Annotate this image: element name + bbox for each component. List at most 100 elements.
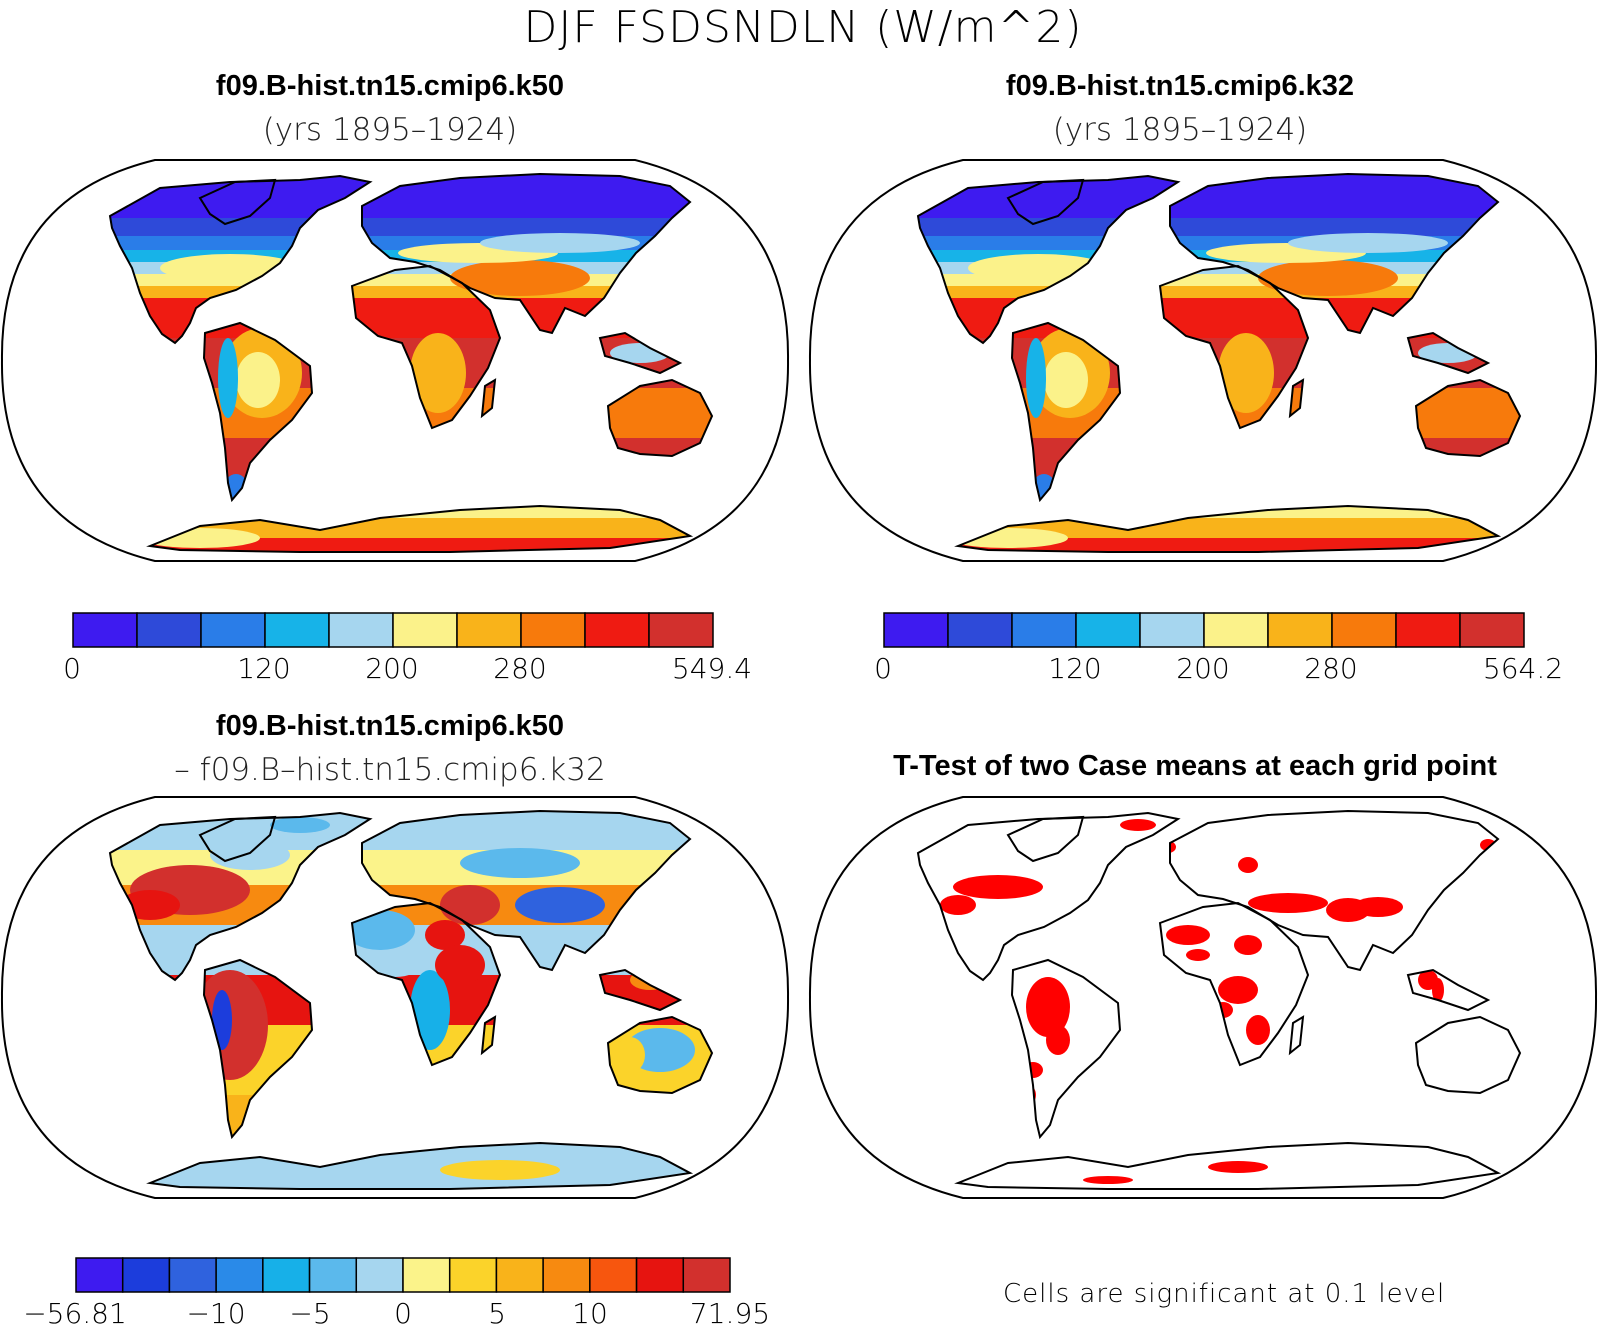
colorbar-diff-swatch <box>635 1257 685 1293</box>
significant-cell <box>1432 978 1444 1002</box>
map-frame <box>0 159 790 562</box>
significant-cell <box>1353 897 1403 917</box>
colorbar-diff-label-5: 10 <box>572 1297 608 1330</box>
colorbar-k50 <box>72 612 714 648</box>
colorbar-diff-label-3: 0 <box>394 1297 412 1330</box>
significant-cell <box>1208 1161 1268 1173</box>
coastline-africa <box>1158 901 1310 1067</box>
coastline-australia <box>606 1015 714 1095</box>
coastline-samerica <box>202 321 314 503</box>
colorbar-diff-swatch <box>262 1257 311 1293</box>
colorbar-diff-swatch <box>682 1257 731 1293</box>
colorbar-k32-swatch <box>883 612 949 648</box>
colorbar-diff-swatch <box>121 1257 171 1293</box>
coastline-eurasia <box>1169 809 1500 972</box>
coastline-antarctica <box>954 1141 1502 1190</box>
diff-region <box>515 887 605 923</box>
coastline-africa <box>350 901 502 1067</box>
colorbar-diff-label-0: −56.81 <box>23 1297 127 1330</box>
coastline-africa <box>350 264 502 430</box>
colorbar-k32-swatch <box>1139 612 1205 648</box>
colorbar-k50-label-2: 200 <box>365 652 419 685</box>
colorbar-k32-swatch <box>1331 612 1397 648</box>
panel-ttest-title: T-Test of two Case means at each grid po… <box>893 750 1497 782</box>
coastline-greenland <box>198 815 277 863</box>
panel-k32-title: f09.B-hist.tn15.cmip6.k32 <box>1005 70 1355 102</box>
colorbar-k32-swatch <box>1267 612 1333 648</box>
map-frame <box>808 159 1598 562</box>
significance-note: Cells are significant at 0.1 level <box>1003 1279 1446 1309</box>
panel-k50-subtitle: (yrs 1895–1924) <box>262 112 518 148</box>
coastline-samerica <box>1010 958 1122 1140</box>
coastline-greenland <box>1006 178 1085 226</box>
flux-band <box>110 218 712 236</box>
coastline-madagascar <box>480 1015 497 1056</box>
significant-cell <box>1248 893 1328 913</box>
flux-region <box>1044 352 1088 408</box>
coastline-eurasia <box>1169 172 1500 335</box>
significant-cell <box>1186 949 1210 961</box>
coastline-antarctica <box>954 504 1502 553</box>
coastline-namerica <box>916 174 1181 345</box>
coastline-madagascar <box>1288 378 1305 419</box>
colorbar-k50-swatch <box>264 612 330 648</box>
flux-region <box>1026 338 1046 418</box>
panel-k32-subtitle: (yrs 1895–1924) <box>1052 112 1308 148</box>
panel-diff-title: f09.B-hist.tn15.cmip6.k50 <box>215 710 565 742</box>
colorbar-k32-swatch <box>1459 612 1525 648</box>
colorbar-diff-swatch <box>495 1257 544 1293</box>
colorbar-k50-swatch <box>72 612 138 648</box>
colorbar-diff-swatch <box>542 1257 591 1293</box>
colorbar-diff-label-4: 5 <box>488 1297 506 1330</box>
diff-region <box>370 953 420 977</box>
coastline-australia <box>1414 378 1522 458</box>
flux-region <box>218 338 238 418</box>
map-frame <box>0 796 790 1199</box>
coastline-seasia <box>1406 968 1491 1012</box>
map-ttest <box>808 796 1598 1199</box>
significant-cell <box>1026 977 1070 1037</box>
colorbar-diff-swatch <box>75 1257 124 1293</box>
significant-cell <box>1083 1176 1133 1184</box>
coastline-samerica <box>202 958 314 1140</box>
flux-region <box>236 352 280 408</box>
coastline-greenland <box>1006 815 1085 863</box>
panel-k50-title: f09.B-hist.tn15.cmip6.k50 <box>215 70 565 102</box>
diff-region <box>460 848 580 878</box>
coastline-seasia <box>598 968 683 1012</box>
coastline-seasia <box>598 331 683 375</box>
colorbar-k32-swatch <box>1395 612 1461 648</box>
colorbar-diff-label-6: 71.95 <box>689 1297 771 1330</box>
diff-region <box>615 1037 645 1073</box>
flux-band <box>918 518 1520 538</box>
colorbar-k50-label-0: 0 <box>63 652 81 685</box>
colorbar-k50-swatch <box>520 612 586 648</box>
colorbar-k32-label-4: 564.2 <box>1482 652 1564 685</box>
panel-diff-subtitle: – f09.B–hist.tn15.cmip6.k32 <box>174 752 606 788</box>
coastline-madagascar <box>480 378 497 419</box>
map-k32 <box>808 159 1598 562</box>
colorbar-k32-swatch <box>1011 612 1077 648</box>
colorbar-k32 <box>883 612 1525 648</box>
colorbar-k32-swatch <box>1203 612 1269 648</box>
coastline-namerica <box>108 174 373 345</box>
coastline-samerica <box>1010 321 1122 503</box>
coastline-africa <box>1158 264 1310 430</box>
colorbar-k50-swatch <box>392 612 458 648</box>
colorbar-k50-swatch <box>648 612 714 648</box>
colorbar-k50-label-3: 280 <box>493 652 547 685</box>
flux-band <box>110 518 712 538</box>
colorbar-diff-swatch <box>355 1257 404 1293</box>
flux-region <box>480 233 640 253</box>
colorbar-diff-swatch <box>215 1257 264 1293</box>
coastline-australia <box>1414 1015 1522 1095</box>
colorbar-k32-swatch <box>947 612 1013 648</box>
significant-cell <box>1234 935 1262 955</box>
diff-region <box>435 945 485 985</box>
colorbar-diff-swatch <box>448 1257 498 1293</box>
colorbar-diff-label-1: −10 <box>186 1297 246 1330</box>
flux-band <box>918 218 1520 236</box>
significant-cell <box>940 895 976 915</box>
coastline-seasia <box>1406 331 1491 375</box>
diff-region <box>270 817 330 833</box>
